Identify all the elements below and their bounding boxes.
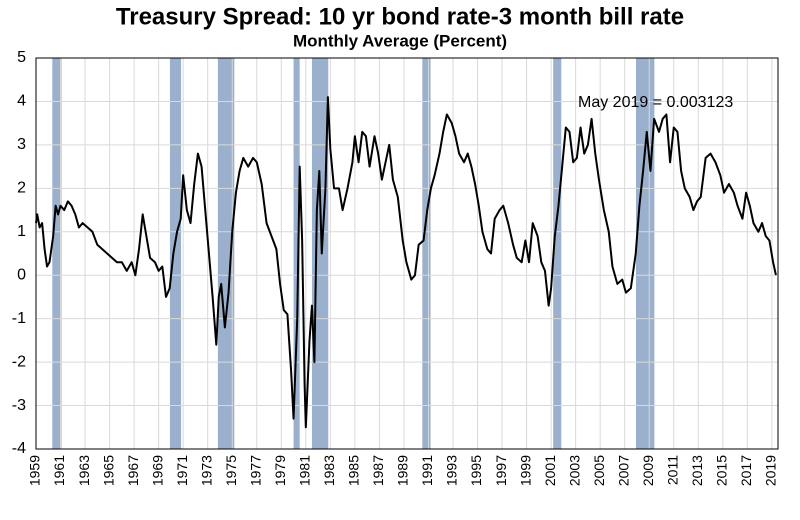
- x-tick-label: 1999: [517, 455, 533, 486]
- x-tick-label: 1997: [493, 455, 509, 486]
- x-tick-label: 2001: [542, 455, 558, 486]
- x-tick-label: 1979: [272, 455, 288, 486]
- x-tick-label: 2005: [591, 455, 607, 486]
- y-tick-label: 2: [17, 180, 26, 197]
- recession-band: [553, 58, 562, 449]
- x-tick-label: 1961: [51, 455, 67, 486]
- y-tick-label: 5: [17, 49, 26, 66]
- annotation: May 2019 = 0.003123: [578, 94, 733, 111]
- x-tick-label: 2019: [763, 455, 779, 486]
- x-tick-label: 1991: [419, 455, 435, 486]
- y-tick-label: -4: [12, 440, 26, 457]
- x-tick-label: 1987: [370, 455, 386, 486]
- x-tick-label: 1983: [321, 455, 337, 486]
- y-tick-label: 3: [17, 136, 26, 153]
- recession-band: [293, 58, 300, 449]
- recession-band: [217, 58, 235, 449]
- y-tick-label: 1: [17, 223, 26, 240]
- y-tick-label: -3: [12, 397, 26, 414]
- y-tick-label: 4: [17, 93, 26, 110]
- x-tick-label: 1977: [247, 455, 263, 486]
- x-tick-label: 2011: [664, 455, 680, 485]
- x-tick-label: 1971: [174, 455, 190, 486]
- x-tick-label: 1959: [27, 455, 43, 486]
- x-tick-label: 1969: [149, 455, 165, 486]
- x-tick-label: 2007: [615, 455, 631, 486]
- series-line: [35, 96, 777, 429]
- y-tick-label: -1: [12, 310, 26, 327]
- x-tick-label: 1993: [444, 455, 460, 486]
- recession-band: [422, 58, 431, 449]
- y-tick-label: -2: [12, 353, 26, 370]
- x-tick-label: 1967: [125, 455, 141, 486]
- x-tick-label: 2009: [640, 455, 656, 486]
- plot-frame: [35, 57, 779, 450]
- x-tick-label: 1963: [76, 455, 92, 486]
- recession-band: [52, 58, 62, 449]
- x-tick-label: 2015: [714, 455, 730, 486]
- recession-band: [311, 58, 329, 449]
- chart-subtitle: Monthly Average (Percent): [293, 31, 507, 50]
- recession-band: [635, 58, 655, 449]
- x-tick-label: 1985: [346, 455, 362, 486]
- x-tick-label: 2017: [738, 455, 754, 486]
- x-tick-label: 1995: [468, 455, 484, 486]
- x-tick-label: 2013: [689, 455, 705, 486]
- chart-title: Treasury Spread: 10 yr bond rate-3 month…: [116, 3, 684, 30]
- x-tick-label: 1973: [198, 455, 214, 486]
- x-tick-label: 1975: [223, 455, 239, 486]
- x-tick-label: 1965: [100, 455, 116, 486]
- y-tick-label: 0: [17, 266, 26, 283]
- recession-band: [169, 58, 182, 449]
- x-tick-label: 1989: [395, 455, 411, 486]
- x-tick-label: 1981: [297, 455, 313, 486]
- x-tick-label: 2003: [566, 455, 582, 486]
